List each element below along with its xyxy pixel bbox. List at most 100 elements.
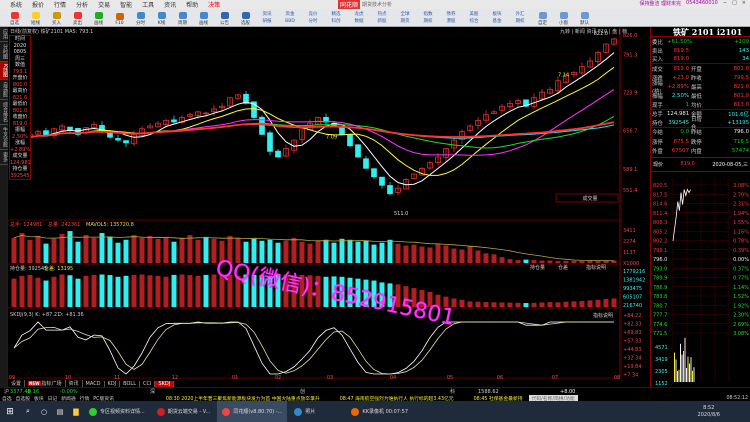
file-explorer-icon[interactable]: ▇ [73,407,79,416]
bottom-nav-item[interactable]: 自选股 [15,396,31,402]
candle[interactable] [555,80,561,92]
toolbar-link[interactable]: 资金 [285,11,295,17]
side-tab[interactable]: 分时图 [0,42,8,62]
candle[interactable] [227,97,233,107]
toolbar-button[interactable]: K线 [153,10,170,26]
system-tray[interactable]: 8:52 2020/8/6 [698,405,720,419]
candle[interactable] [507,103,513,107]
candle[interactable] [587,60,593,68]
menu-item[interactable]: 帮助 [186,2,199,9]
toolbar-link[interactable]: 研报 [262,18,272,24]
taskbar-item[interactable]: 专区视频资料详情... [84,401,150,422]
menu-item[interactable]: 报价 [32,2,45,9]
menu-item[interactable]: 交易 [98,2,111,9]
toolbar-link[interactable]: 热点 [377,11,387,17]
start-icon[interactable]: ⊞ [6,406,14,417]
menu-item[interactable]: 工具 [142,2,155,9]
candle[interactable] [171,119,177,123]
toolbar-link[interactable]: 资讯 [262,11,272,17]
indicator-tab[interactable]: KDJ [105,380,121,387]
toolbar-link-pair[interactable]: 外汇 期权 [511,11,529,25]
candle[interactable] [115,138,121,141]
toolbar-link-pair[interactable]: 竞价 分时 [304,11,322,25]
header-link[interactable]: 保持整洁 理财未完 [639,1,682,7]
toolbar-link[interactable]: 板块 [492,11,502,17]
candle[interactable] [379,176,385,186]
candle[interactable] [259,116,265,135]
candle[interactable] [475,119,481,126]
bottom-nav-item[interactable]: 行情 [79,396,90,402]
news-item[interactable]: 08:45 社保基金最新持 [473,396,523,402]
candle[interactable] [299,128,305,140]
side-tab[interactable]: 牛叉诊股 [0,125,8,151]
task-view-icon[interactable]: ▤ [56,407,64,416]
toolbar-link[interactable]: 竞价 [308,11,318,17]
candle[interactable] [491,111,497,114]
toolbar-link[interactable]: 期货 [400,18,410,24]
candle[interactable] [59,125,65,131]
candle[interactable] [251,101,257,118]
candle[interactable] [35,131,41,135]
toolbar-link-pair[interactable]: 全球 期货 [396,11,414,25]
candle[interactable] [203,112,209,115]
toolbar-link[interactable]: 精选 [331,11,341,17]
news-item[interactable]: 08:47 海南航空强烈为谁执行人 执行标的超3.43亿元 [339,396,454,402]
menu-item[interactable]: 行情 [54,2,67,9]
candle[interactable] [571,71,577,75]
candle[interactable] [411,173,417,179]
toolbar-button[interactable]: 买入 [48,10,65,26]
menu-item[interactable]: 资讯 [164,2,177,9]
candle[interactable] [195,111,201,116]
toolbar-link[interactable]: 港股 [446,18,456,24]
toolbar-button[interactable]: 默认 [576,10,593,26]
candle[interactable] [219,105,225,109]
side-tab[interactable]: 更多 [0,150,8,166]
toolbar-link-pair[interactable]: 资金 BBD [281,11,299,25]
toolbar-button[interactable]: 选股 [237,10,254,26]
candle[interactable] [427,162,433,169]
indicator-tab[interactable]: 资讯 [66,380,83,387]
candle[interactable] [499,105,505,111]
toolbar-link[interactable]: 期权 [423,18,433,24]
candle[interactable] [155,122,161,128]
taskbar-item[interactable]: 同花顺(v8.80.70) -... [217,401,288,422]
taskbar-item[interactable]: 照片 [289,401,344,422]
toolbar-link[interactable]: 债券 [446,11,456,17]
toolbar-link[interactable]: 全球 [400,11,410,17]
candle[interactable] [451,139,457,149]
candle[interactable] [459,131,465,140]
menu-item[interactable]: 系统 [10,2,23,9]
toolbar-button[interactable]: 短线 [27,10,44,26]
candle[interactable] [187,114,193,117]
toolbar-link-pair[interactable]: 板块 基金 [488,11,506,25]
toolbar-button[interactable]: 画线 [195,10,212,26]
toolbar-button[interactable]: 公告 [216,10,233,26]
candle[interactable] [67,126,73,131]
toolbar-link[interactable]: 指数 [423,11,433,17]
toolbar-button[interactable]: 画线 [90,10,107,26]
side-tab[interactable]: 综合排名 [0,100,8,126]
candle[interactable] [603,43,609,53]
toolbar-button[interactable]: 分时 [132,10,149,26]
toolbar-link[interactable]: 数据 [354,18,364,24]
toolbar-link[interactable]: 期权 [515,18,525,24]
toolbar-link[interactable]: 综合 [469,18,479,24]
side-tab[interactable]: 自选股 [0,80,8,101]
candle[interactable] [371,168,377,178]
search-input[interactable]: 代码/名称/简拼/功能 [528,395,578,401]
candle[interactable] [579,66,585,74]
bottom-nav-item[interactable]: 板块 [34,396,44,402]
candle[interactable] [275,150,281,158]
toolbar-button[interactable]: 小窗 [555,10,572,26]
candle[interactable] [523,99,529,107]
maximize-button[interactable]: □ [732,0,737,6]
side-tab[interactable]: K线图 [0,62,8,81]
toolbar-link[interactable]: 龙虎 [354,11,364,17]
toolbar-link-pair[interactable]: 资讯 研报 [258,11,276,25]
candle[interactable] [395,187,401,193]
news-item[interactable]: 08:30 2020上半年晋三聚焦新能源板块发力为首 中国大陆重点放卒掌升 [165,396,320,402]
candle[interactable] [51,128,57,136]
indicator-tab[interactable]: SKDJ [155,380,175,387]
candle[interactable] [419,168,425,176]
side-tab[interactable]: 应用 [0,27,8,42]
